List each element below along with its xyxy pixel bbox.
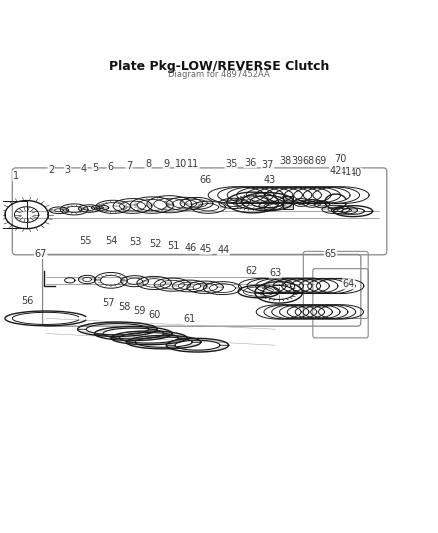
Text: 44: 44 [217,245,230,255]
Text: 61: 61 [184,314,196,324]
Text: 54: 54 [105,236,117,246]
Bar [283,196,293,209]
Text: 41: 41 [339,167,352,177]
Text: Diagram for 4897452AA: Diagram for 4897452AA [168,70,270,79]
Text: 68: 68 [303,156,315,166]
Text: 7: 7 [126,161,132,171]
Text: 52: 52 [149,239,161,249]
Text: 60: 60 [148,310,160,320]
Text: 65: 65 [325,248,337,259]
Text: 64: 64 [343,279,355,289]
Text: 43: 43 [264,175,276,185]
Text: 40: 40 [350,168,362,178]
Text: 58: 58 [119,302,131,312]
Text: 38: 38 [279,156,292,166]
Text: 59: 59 [133,306,145,317]
Text: 57: 57 [102,298,115,308]
Text: 2: 2 [48,166,54,175]
Text: 46: 46 [184,243,197,253]
Text: 9: 9 [163,159,170,168]
Text: 45: 45 [200,244,212,254]
Text: 69: 69 [314,156,326,166]
Text: 56: 56 [21,296,34,306]
Text: 67: 67 [35,248,47,259]
Text: 39: 39 [292,156,304,166]
Text: 1: 1 [13,171,19,181]
Text: 55: 55 [80,236,92,246]
Text: 42: 42 [329,166,342,176]
Text: 53: 53 [129,237,141,247]
Text: 51: 51 [167,241,179,251]
Text: 70: 70 [334,154,346,164]
Text: 8: 8 [145,159,151,169]
Text: 62: 62 [245,266,258,276]
Text: 3: 3 [64,165,71,175]
Text: 36: 36 [244,158,256,168]
Text: 10: 10 [175,159,187,168]
Text: 5: 5 [92,163,99,173]
Text: 11: 11 [187,159,199,168]
Text: 66: 66 [199,175,211,185]
Text: 6: 6 [107,162,113,172]
Text: 35: 35 [225,159,237,169]
Text: 4: 4 [81,164,87,174]
Text: 37: 37 [261,160,274,170]
Text: Plate Pkg-LOW/REVERSE Clutch: Plate Pkg-LOW/REVERSE Clutch [109,60,329,73]
Text: 63: 63 [269,268,281,278]
